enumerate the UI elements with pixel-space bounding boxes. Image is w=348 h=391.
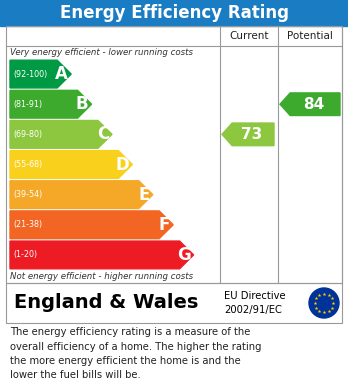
Polygon shape [10,241,193,269]
Text: (1-20): (1-20) [13,250,37,260]
Text: Not energy efficient - higher running costs: Not energy efficient - higher running co… [10,272,193,281]
Circle shape [309,288,339,318]
Text: 73: 73 [241,127,262,142]
Polygon shape [10,211,173,239]
Text: Potential: Potential [287,31,333,41]
Polygon shape [10,60,71,88]
Text: England & Wales: England & Wales [14,294,198,312]
Text: The energy efficiency rating is a measure of the: The energy efficiency rating is a measur… [10,327,250,337]
Polygon shape [280,93,340,115]
Text: lower the fuel bills will be.: lower the fuel bills will be. [10,371,141,380]
Text: D: D [116,156,129,174]
Bar [6,283,342,323]
Bar [6,26,342,283]
Polygon shape [10,90,92,118]
Text: Current: Current [229,31,269,41]
Polygon shape [10,151,132,178]
Polygon shape [222,123,274,146]
Text: (69-80): (69-80) [13,130,42,139]
Text: (21-38): (21-38) [13,220,42,229]
Text: (39-54): (39-54) [13,190,42,199]
Text: EU Directive: EU Directive [224,291,286,301]
Text: A: A [55,65,68,83]
Text: 84: 84 [303,97,324,112]
Polygon shape [10,181,153,208]
Text: (81-91): (81-91) [13,100,42,109]
Text: overall efficiency of a home. The higher the rating: overall efficiency of a home. The higher… [10,341,261,352]
Text: B: B [76,95,89,113]
Text: E: E [139,186,150,204]
Text: 2002/91/EC: 2002/91/EC [224,305,282,315]
Text: G: G [177,246,191,264]
Text: Very energy efficient - lower running costs: Very energy efficient - lower running co… [10,48,193,57]
Text: (92-100): (92-100) [13,70,47,79]
Text: the more energy efficient the home is and the: the more energy efficient the home is an… [10,356,241,366]
Text: C: C [97,126,109,143]
Polygon shape [10,120,112,148]
Text: (55-68): (55-68) [13,160,42,169]
Text: F: F [159,216,170,234]
Text: Energy Efficiency Rating: Energy Efficiency Rating [60,4,288,22]
Bar [0,0,348,26]
